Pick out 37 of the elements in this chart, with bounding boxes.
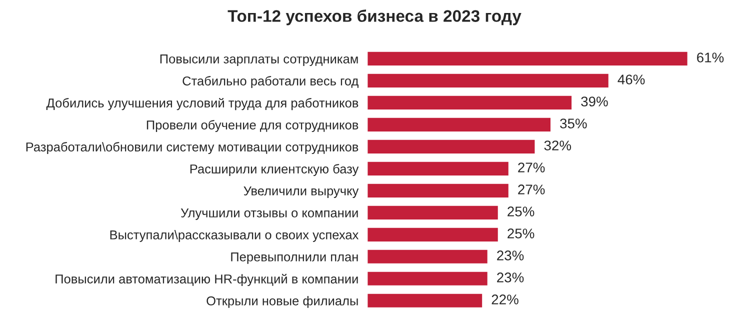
data-label: 35% [560, 118, 587, 128]
bar [367, 116, 552, 133]
y-tick-label: Разработали\обновили систему мотивации сотрудников [26, 142, 358, 154]
data-label: 27% [518, 184, 545, 194]
data-label: 25% [508, 206, 534, 216]
y-tick-label: Увеличили выручку [244, 186, 359, 198]
y-tick-label: Выступали\рассказывали о своих успехах [110, 230, 359, 242]
data-label: 25% [508, 228, 534, 238]
bar [367, 138, 536, 155]
y-tick-label: Провели обучение для сотрудников [146, 120, 358, 132]
y-tick-label: Улучшили отзывы о компании [180, 208, 358, 220]
bar [367, 160, 510, 177]
data-label: 23% [497, 250, 524, 260]
data-label: 32% [544, 140, 572, 150]
bar [367, 226, 500, 243]
y-tick-label: Повысили автоматизацию HR-функций в компании [56, 274, 358, 286]
bar [367, 50, 689, 67]
bar [367, 270, 489, 287]
bar [367, 292, 484, 309]
bar [367, 204, 500, 221]
y-tick-label: Перевыполнили план [231, 252, 358, 264]
bar [367, 94, 573, 111]
y-tick-label: Стабильно работали весь год [182, 76, 358, 88]
y-tick-label: Расширили клиентскую базу [190, 164, 359, 176]
bar [367, 182, 510, 199]
data-label: 23% [497, 272, 524, 282]
data-label: 46% [618, 74, 645, 84]
data-label: 27% [518, 162, 545, 172]
data-label: 61% [697, 52, 724, 62]
data-label: 22% [492, 294, 518, 304]
y-tick-label: Повысили зарплаты сотрудникам [160, 54, 358, 66]
y-tick-label: Открыли новые филиалы [206, 296, 358, 308]
bar [367, 72, 610, 89]
chart-title: Топ-12 успехов бизнеса в 2023 году [228, 10, 522, 26]
data-label: 39% [581, 96, 608, 106]
y-tick-label: Добились улучшения условий труда для работников [46, 98, 358, 110]
bar [367, 248, 489, 265]
